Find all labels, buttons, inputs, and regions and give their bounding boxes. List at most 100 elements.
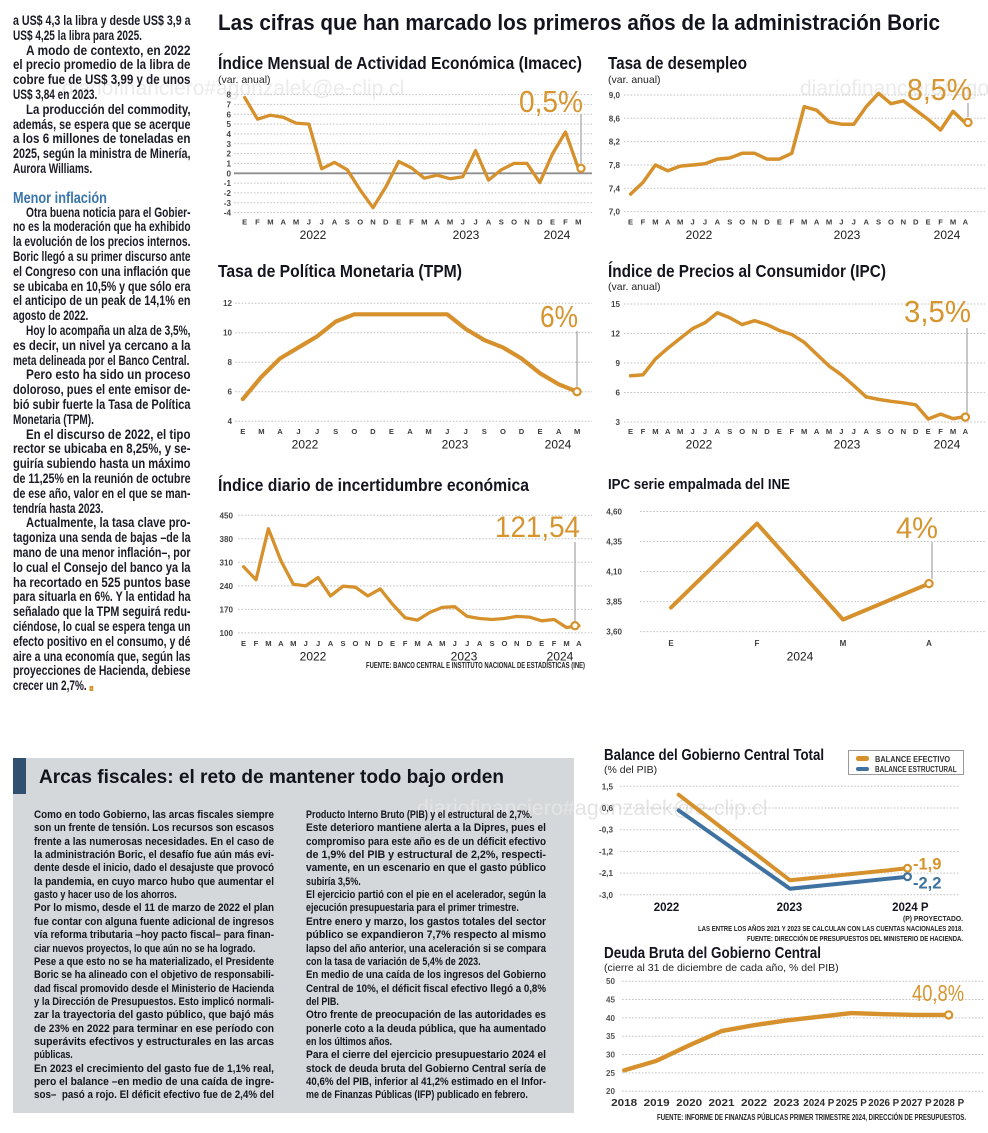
svg-text:O: O — [739, 218, 745, 227]
svg-text:N: N — [901, 427, 906, 436]
svg-text:O: O — [739, 427, 745, 436]
svg-text:-1: -1 — [224, 179, 232, 188]
svg-text:A: A — [328, 639, 334, 648]
svg-text:M: M — [265, 639, 271, 648]
svg-text:J: J — [465, 639, 469, 648]
svg-text:40,8%: 40,8% — [912, 980, 964, 1006]
svg-text:N: N — [365, 639, 370, 648]
svg-text:J: J — [296, 427, 300, 436]
svg-text:M: M — [425, 427, 431, 436]
svg-text:2023: 2023 — [777, 902, 803, 914]
svg-text:M: M — [414, 639, 420, 648]
svg-text:12: 12 — [611, 330, 621, 339]
svg-text:S: S — [876, 218, 881, 227]
svg-text:2023: 2023 — [773, 1098, 800, 1109]
svg-text:A: A — [280, 218, 286, 227]
svg-text:12: 12 — [223, 299, 233, 308]
svg-text:4: 4 — [227, 417, 232, 426]
svg-text:E: E — [242, 218, 247, 227]
svg-text:4%: 4% — [896, 512, 938, 545]
svg-text:A: A — [427, 639, 433, 648]
svg-text:E: E — [538, 427, 543, 436]
svg-text:-0,3: -0,3 — [599, 826, 613, 835]
svg-text:15: 15 — [611, 300, 621, 309]
svg-text:-2,1: -2,1 — [599, 869, 613, 878]
svg-text:E: E — [240, 427, 245, 436]
svg-text:J: J — [461, 218, 465, 227]
svg-text:J: J — [852, 427, 856, 436]
svg-text:35: 35 — [606, 1032, 616, 1041]
svg-text:A: A — [556, 427, 562, 436]
svg-text:O: O — [501, 639, 507, 648]
svg-text:3,85: 3,85 — [606, 598, 622, 607]
svg-text:M: M — [826, 218, 832, 227]
svg-text:E: E — [241, 639, 246, 648]
svg-text:J: J — [316, 639, 320, 648]
svg-text:6: 6 — [227, 388, 232, 397]
svg-text:N: N — [901, 218, 906, 227]
svg-text:A: A — [963, 427, 969, 436]
svg-text:121,54: 121,54 — [495, 511, 580, 544]
svg-text:A: A — [814, 427, 820, 436]
svg-text:0: 0 — [226, 169, 231, 178]
svg-text:J: J — [453, 639, 457, 648]
svg-text:S: S — [340, 639, 345, 648]
svg-text:2024: 2024 — [544, 228, 571, 242]
svg-text:S: S — [345, 218, 350, 227]
svg-text:M: M — [677, 427, 683, 436]
svg-text:2023: 2023 — [442, 438, 469, 452]
svg-text:9,0: 9,0 — [609, 91, 621, 100]
svg-text:25: 25 — [606, 1069, 616, 1078]
svg-text:E: E — [926, 427, 931, 436]
svg-text:2024 P: 2024 P — [892, 902, 929, 914]
svg-text:-2,2: -2,2 — [913, 875, 941, 893]
svg-text:2023: 2023 — [834, 228, 861, 242]
svg-text:3: 3 — [226, 140, 231, 149]
svg-text:2028 P: 2028 P — [933, 1098, 964, 1109]
svg-text:M: M — [575, 218, 581, 227]
svg-text:2023: 2023 — [834, 438, 861, 452]
svg-text:M: M — [677, 218, 683, 227]
svg-text:7,8: 7,8 — [609, 161, 621, 170]
svg-text:2022: 2022 — [686, 438, 713, 452]
svg-text:M: M — [950, 427, 956, 436]
svg-text:O: O — [500, 427, 506, 436]
svg-text:M: M — [801, 218, 807, 227]
svg-text:A: A — [665, 218, 671, 227]
svg-text:S: S — [727, 427, 732, 436]
svg-text:F: F — [641, 427, 646, 436]
svg-text:F: F — [563, 218, 568, 227]
svg-text:F: F — [755, 639, 760, 648]
svg-text:2024: 2024 — [934, 228, 961, 242]
svg-text:2021: 2021 — [709, 1098, 736, 1109]
svg-text:F: F — [938, 427, 943, 436]
svg-text:2022: 2022 — [686, 228, 713, 242]
svg-text:LAS ENTRE LOS AÑOS 2021 Y 2023: LAS ENTRE LOS AÑOS 2021 Y 2023 SE CALCUL… — [698, 924, 963, 933]
svg-text:J: J — [320, 218, 324, 227]
svg-text:A: A — [477, 639, 483, 648]
svg-text:-4: -4 — [224, 209, 232, 218]
svg-text:D: D — [527, 639, 533, 648]
svg-text:E: E — [390, 639, 395, 648]
svg-text:(P) PROYECTADO.: (P) PROYECTADO. — [903, 914, 963, 923]
svg-text:2018: 2018 — [611, 1098, 638, 1109]
svg-text:F: F — [255, 218, 260, 227]
svg-text:M: M — [447, 218, 453, 227]
svg-text:M: M — [563, 639, 569, 648]
svg-text:A: A — [407, 427, 413, 436]
svg-text:2022: 2022 — [300, 228, 327, 242]
svg-text:F: F — [552, 639, 557, 648]
svg-text:2022: 2022 — [741, 1098, 768, 1109]
svg-text:F: F — [409, 218, 414, 227]
svg-text:4: 4 — [226, 130, 231, 139]
svg-text:A: A — [715, 427, 721, 436]
svg-text:7,4: 7,4 — [609, 184, 621, 193]
svg-text:S: S — [876, 427, 881, 436]
svg-text:2022: 2022 — [654, 902, 680, 914]
svg-text:E: E — [668, 639, 674, 648]
svg-text:40: 40 — [606, 1014, 616, 1023]
svg-text:450: 450 — [219, 511, 233, 520]
svg-text:O: O — [888, 427, 894, 436]
svg-text:6: 6 — [226, 110, 231, 119]
svg-text:N: N — [524, 218, 529, 227]
